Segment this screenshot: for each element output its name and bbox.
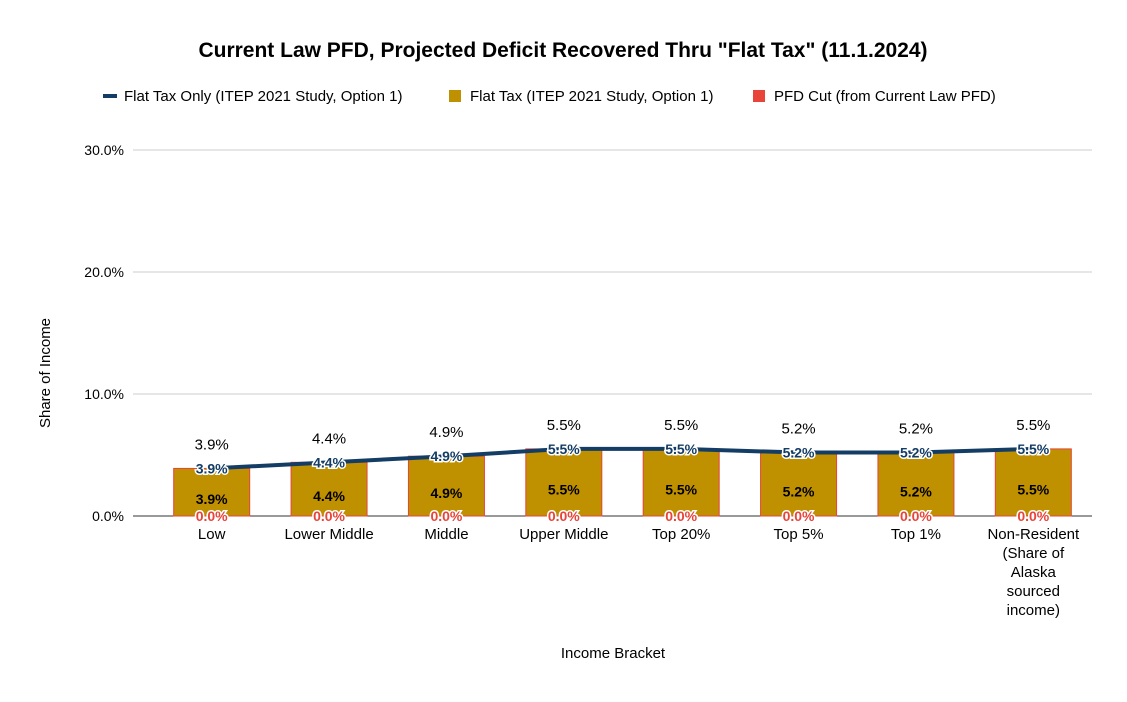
pfd-cut-label: 0.0% <box>783 508 815 524</box>
total-label: 5.5% <box>1016 417 1050 434</box>
x-tick-line: Middle <box>424 526 468 543</box>
x-tick-label: Non-Resident (Share of Alaska sourced income… <box>987 526 1080 619</box>
y-tick-label: 20.0% <box>84 264 124 280</box>
line-point-label: 5.5% <box>1017 441 1049 457</box>
bars <box>173 448 1072 517</box>
line-point-label: 4.4% <box>313 454 345 470</box>
total-label: 5.5% <box>547 417 581 434</box>
line-point-label: 5.2% <box>783 445 815 461</box>
legend-label: PFD Cut (from Current Law PFD) <box>774 88 996 105</box>
x-tick-line: income) <box>1007 602 1060 619</box>
legend-label: Flat Tax Only (ITEP 2021 Study, Option 1… <box>124 88 402 105</box>
x-tick-label: Middle <box>424 526 468 543</box>
pfd-cut-label: 0.0% <box>548 508 580 524</box>
line-path <box>209 446 1036 471</box>
bar <box>290 461 368 517</box>
x-tick-label: Low <box>198 526 226 543</box>
pfd-cut-label: 0.0% <box>313 508 345 524</box>
bar <box>407 455 485 517</box>
chart-title: Current Law PFD, Projected Deficit Recov… <box>198 39 927 62</box>
total-label: 4.9% <box>429 424 463 441</box>
legend-swatch <box>753 90 765 102</box>
bar-label: 5.2% <box>900 483 932 499</box>
x-tick-line: Alaska <box>1011 564 1057 581</box>
line-point-label: 3.9% <box>196 460 228 476</box>
bar-label: 3.9% <box>196 491 228 507</box>
legend-label: Flat Tax (ITEP 2021 Study, Option 1) <box>470 88 713 105</box>
bar <box>877 452 955 517</box>
x-tick-line: Top 5% <box>774 526 824 543</box>
bar <box>173 467 251 517</box>
line-point-label: 5.5% <box>665 441 697 457</box>
bar-label: 5.5% <box>665 481 697 497</box>
total-label: 5.2% <box>899 421 933 438</box>
total-label: 4.4% <box>312 430 346 447</box>
y-tick-label: 0.0% <box>92 508 124 524</box>
x-tick-line: Non-Resident <box>987 526 1080 543</box>
bar-label: 5.5% <box>548 481 580 497</box>
total-label: 3.9% <box>195 436 229 453</box>
bar-label: 4.9% <box>430 485 462 501</box>
line-point-label: 5.5% <box>548 441 580 457</box>
x-tick-line: sourced <box>1007 583 1060 600</box>
bar-label: 5.2% <box>783 483 815 499</box>
y-tick-label: 30.0% <box>84 142 124 158</box>
pfd-cut-label: 0.0% <box>1017 508 1049 524</box>
x-tick-line: Upper Middle <box>519 526 608 543</box>
x-tick-line: Top 1% <box>891 526 941 543</box>
legend: Flat Tax Only (ITEP 2021 Study, Option 1… <box>103 88 996 105</box>
pfd-cut-label: 0.0% <box>430 508 462 524</box>
pfd-cut-label: 0.0% <box>196 508 228 524</box>
x-tick-label: Lower Middle <box>284 526 373 543</box>
legend-swatch <box>449 90 461 102</box>
bar <box>642 448 720 517</box>
y-tick-label: 10.0% <box>84 386 124 402</box>
total-label: 5.2% <box>781 421 815 438</box>
x-tick-label: Top 20% <box>652 526 710 543</box>
x-tick-line: (Share of <box>1002 545 1065 562</box>
x-axis-label: Income Bracket <box>561 645 666 662</box>
bar-label: 4.4% <box>313 488 345 504</box>
x-tick-label: Top 1% <box>891 526 941 543</box>
line-point-label: 5.2% <box>900 445 932 461</box>
y-axis-label: Share of Income <box>37 318 54 428</box>
x-tick-line: Top 20% <box>652 526 710 543</box>
x-axis-ticks: Low Lower Middle Middle Upper Middle Top 20%… <box>198 526 1080 619</box>
x-tick-label: Top 5% <box>774 526 824 543</box>
line-point-label: 4.9% <box>430 448 462 464</box>
data-labels: 3.9%3.9%3.9%0.0%4.4%4.4%4.4%0.0%4.9%4.9%… <box>194 417 1051 526</box>
x-tick-label: Upper Middle <box>519 526 608 543</box>
bar <box>760 452 838 517</box>
pfd-cut-label: 0.0% <box>665 508 697 524</box>
x-tick-line: Lower Middle <box>284 526 373 543</box>
total-label: 5.5% <box>664 417 698 434</box>
bar-label: 5.5% <box>1017 481 1049 497</box>
pfd-cut-label: 0.0% <box>900 508 932 524</box>
bar <box>525 448 603 517</box>
x-tick-line: Low <box>198 526 226 543</box>
line-series <box>209 446 1036 471</box>
